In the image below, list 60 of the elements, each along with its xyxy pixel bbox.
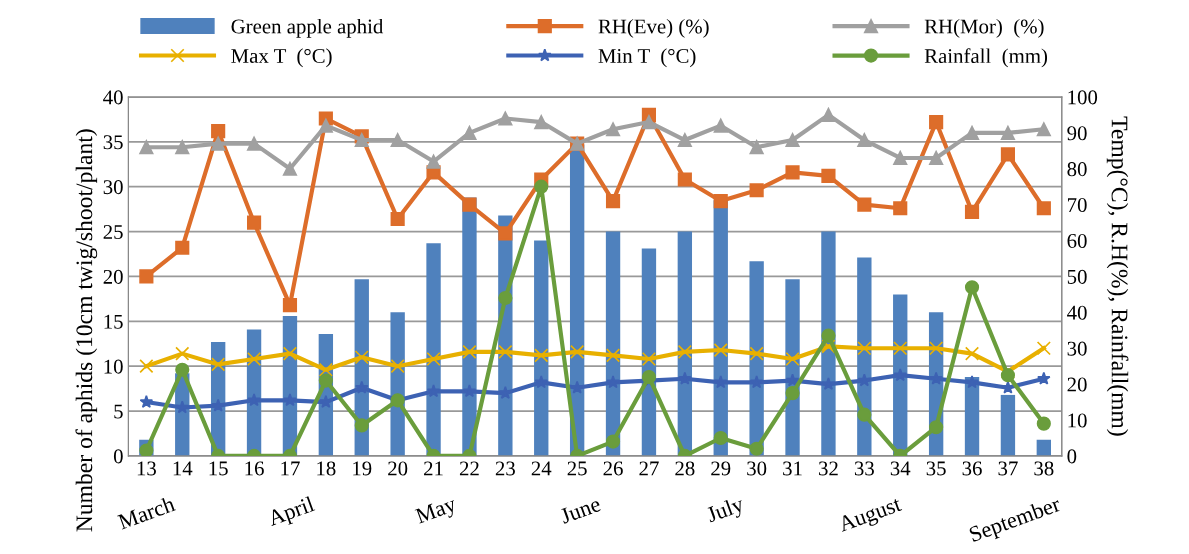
x-tick-label: 16 <box>245 461 264 476</box>
y-axis-title: Number of aphids (10cm twig/shoot/plant) <box>75 129 98 532</box>
x-tick-label: 17 <box>281 461 300 476</box>
x-tick-label: 30 <box>747 461 767 476</box>
x-tick-label: 27 <box>639 461 659 476</box>
y2-tick-label: 10 <box>1068 413 1087 428</box>
y2-tick-label: 40 <box>1067 305 1087 320</box>
y-tick-label: 10 <box>104 359 123 374</box>
x-tick-label: 18 <box>317 461 336 476</box>
x-tick-label: 31 <box>783 461 802 476</box>
x-tick-label: 28 <box>675 461 695 476</box>
x-tick-label: 19 <box>353 461 372 476</box>
x-tick-label: 26 <box>603 461 623 476</box>
y2-tick-label: 90 <box>1067 126 1087 141</box>
y2-tick-label: 50 <box>1067 269 1087 284</box>
text: April <box>266 495 317 531</box>
y2-tick-label: 0 <box>1067 449 1077 464</box>
x-tick-label: 36 <box>962 461 982 476</box>
text: May <box>414 496 459 529</box>
y-tick-label: 20 <box>103 269 123 284</box>
x-tick-label: 38 <box>1034 461 1054 476</box>
y-tick-label: 5 <box>114 404 123 419</box>
x-tick-label: 14 <box>173 461 193 476</box>
y2-tick-label: 80 <box>1067 162 1087 177</box>
x-tick-label: 24 <box>531 461 552 476</box>
legend-label: Min T (°C) <box>598 48 696 68</box>
legend-label: Green apple aphid <box>231 18 384 38</box>
legend-label: RH(Eve) (%) <box>598 18 709 38</box>
x-tick-label: 13 <box>137 461 156 476</box>
y-tick-label: 35 <box>103 135 123 150</box>
x-tick-label: 22 <box>459 461 479 476</box>
y-tick-label: 25 <box>103 225 123 240</box>
x-tick-label: 20 <box>388 461 408 476</box>
x-tick-label: 21 <box>424 461 443 476</box>
y2-axis-title: Temp(°C), R.H(%), Rainfall(mm) <box>1106 116 1129 436</box>
text: March <box>116 495 176 530</box>
x-tick-label: 25 <box>567 461 587 476</box>
y-tick-label: 30 <box>103 180 123 195</box>
y2-tick-label: 70 <box>1068 198 1087 213</box>
y2-tick-label: 30 <box>1067 341 1087 356</box>
y-tick-label: 40 <box>103 90 123 105</box>
text: June <box>559 496 602 524</box>
x-tick-label: 15 <box>209 461 228 476</box>
y2-tick-label: 60 <box>1067 233 1087 248</box>
text: July <box>705 495 747 527</box>
y2-tick-label: 100 <box>1068 90 1098 105</box>
y-tick-label: 0 <box>113 449 123 464</box>
y2-tick-label: 20 <box>1067 377 1087 392</box>
x-tick-label: 34 <box>890 461 911 476</box>
x-tick-label: 37 <box>998 461 1018 476</box>
x-tick-label: 32 <box>819 461 838 476</box>
x-tick-label: 29 <box>711 461 731 476</box>
y-tick-label: 15 <box>104 314 123 329</box>
legend-label: Rainfall (mm) <box>924 48 1048 68</box>
text: August <box>837 496 904 537</box>
x-tick-label: 23 <box>495 461 515 476</box>
legend-label: RH(Mor) (%) <box>924 18 1044 38</box>
x-tick-label: 33 <box>854 461 874 476</box>
legend-label: Max T (°C) <box>231 48 332 68</box>
x-tick-label: 35 <box>926 461 946 476</box>
